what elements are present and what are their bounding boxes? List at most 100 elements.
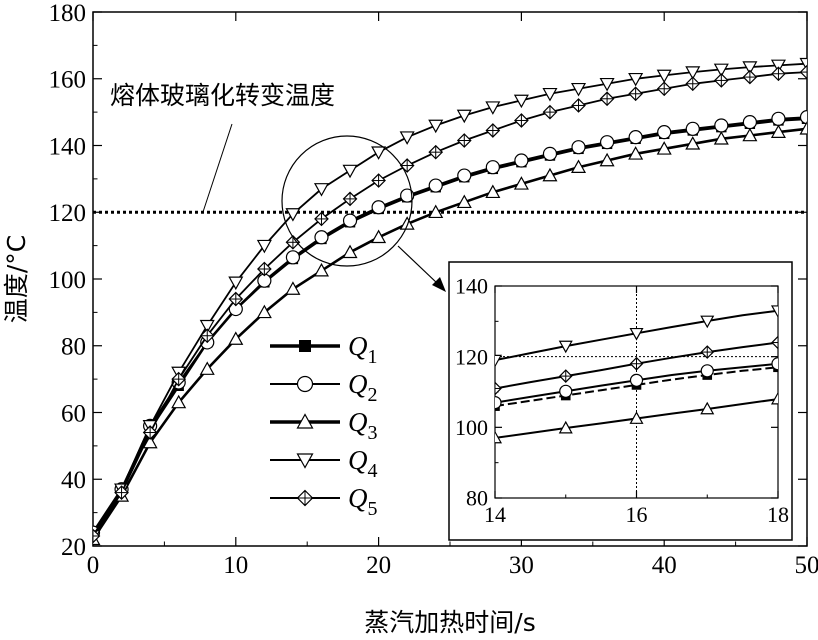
inset-point-q2 bbox=[771, 357, 778, 371]
main-point-q3 bbox=[513, 176, 529, 190]
main-x-tick-label: 50 bbox=[795, 552, 818, 579]
marker-shape bbox=[656, 141, 672, 155]
main-point-q4 bbox=[199, 319, 215, 334]
main-point-q4 bbox=[342, 164, 358, 179]
marker-shape bbox=[558, 340, 573, 354]
marker-shape bbox=[700, 401, 715, 415]
main-point-q4 bbox=[628, 72, 644, 87]
inset-point-q2 bbox=[700, 364, 714, 378]
main-point-q3 bbox=[742, 127, 758, 142]
main-x-tick-label: 20 bbox=[366, 552, 391, 579]
marker-shape bbox=[285, 208, 301, 222]
main-point-q5 bbox=[371, 173, 386, 188]
main-point-q4 bbox=[285, 208, 301, 222]
inset-point-q4 bbox=[495, 354, 503, 368]
x-axis-title: 蒸汽加热时间/s bbox=[364, 608, 535, 637]
main-point-q4 bbox=[313, 183, 329, 197]
main-y-tick-label: 40 bbox=[61, 467, 86, 494]
main-point-q3 bbox=[371, 229, 387, 244]
inset-y-tick-label: 80 bbox=[466, 486, 488, 511]
inset-point-q4 bbox=[770, 305, 778, 318]
marker-shape bbox=[313, 183, 329, 197]
main-point-q2 bbox=[314, 230, 329, 245]
main-point-q5 bbox=[314, 211, 329, 227]
inset-point-q2 bbox=[559, 384, 573, 398]
marker-shape bbox=[495, 354, 503, 368]
main-point-q2 bbox=[400, 188, 415, 203]
marker-shape bbox=[571, 140, 586, 155]
inset-point-q3 bbox=[558, 420, 573, 434]
legend-marker bbox=[299, 340, 311, 352]
main-line-q4 bbox=[93, 62, 807, 537]
inset-x-tick-label: 18 bbox=[767, 502, 789, 527]
marker-shape bbox=[199, 361, 215, 375]
zoom-circle bbox=[281, 135, 413, 267]
marker-shape bbox=[371, 146, 387, 160]
main-series-q3 bbox=[93, 121, 807, 546]
legend-item-q4: Q4 bbox=[270, 445, 378, 482]
main-point-q4 bbox=[770, 59, 786, 74]
main-point-q5 bbox=[342, 191, 358, 207]
marker-shape bbox=[628, 130, 643, 145]
main-point-q5 bbox=[93, 528, 101, 544]
main-point-q3 bbox=[199, 361, 215, 375]
main-point-q5 bbox=[199, 328, 215, 344]
marker-shape bbox=[742, 61, 758, 75]
main-y-tick-label: 100 bbox=[49, 267, 87, 294]
marker-shape bbox=[296, 453, 314, 469]
main-point-q5 bbox=[542, 104, 558, 120]
main-point-q2 bbox=[428, 178, 443, 193]
marker-shape bbox=[342, 244, 358, 259]
marker-shape bbox=[400, 188, 415, 203]
marker-shape bbox=[171, 394, 187, 409]
main-point-q4 bbox=[513, 94, 529, 109]
marker-shape bbox=[685, 66, 701, 80]
main-point-q5 bbox=[628, 86, 643, 102]
main-x-tick-label: 10 bbox=[223, 552, 248, 579]
marker-shape bbox=[713, 131, 729, 145]
main-point-q3 bbox=[656, 141, 672, 155]
marker-shape bbox=[771, 111, 786, 126]
marker-shape bbox=[542, 167, 558, 182]
marker-shape bbox=[599, 152, 615, 167]
main-point-q3 bbox=[599, 152, 615, 167]
marker-shape bbox=[770, 305, 778, 318]
inset-series-q3 bbox=[495, 391, 778, 444]
main-x-tick-label: 40 bbox=[652, 552, 677, 579]
main-x-tick-label: 0 bbox=[87, 552, 100, 579]
marker-shape bbox=[342, 164, 358, 179]
main-point-q3 bbox=[770, 124, 786, 138]
main-point-q4 bbox=[485, 101, 501, 115]
inset-point-q4 bbox=[558, 340, 573, 354]
main-point-q5 bbox=[428, 144, 444, 160]
marker-shape bbox=[770, 124, 786, 138]
inset-series-q5 bbox=[495, 335, 778, 396]
main-point-q4 bbox=[656, 69, 672, 84]
inset-point-q5 bbox=[629, 356, 644, 371]
marker-shape bbox=[199, 319, 215, 334]
marker-shape bbox=[742, 127, 758, 142]
marker-shape bbox=[599, 135, 615, 150]
marker-shape bbox=[142, 434, 158, 449]
main-y-tick-label: 60 bbox=[61, 400, 86, 427]
marker-shape bbox=[542, 87, 558, 102]
main-point-q5 bbox=[485, 123, 501, 138]
main-point-q5 bbox=[656, 81, 672, 97]
marker-shape bbox=[314, 230, 329, 245]
marker-shape bbox=[558, 420, 573, 434]
legend-item-q3: Q3 bbox=[270, 407, 378, 444]
inset-point-q2 bbox=[629, 373, 644, 387]
inset-point-q3 bbox=[495, 430, 503, 444]
inset-series-group bbox=[495, 305, 778, 444]
inset-axis-ticks: 14 16 18 80 100 120 140 bbox=[455, 274, 789, 527]
marker-shape bbox=[714, 118, 729, 133]
marker-shape bbox=[495, 430, 503, 444]
legend-item-q5: Q5 bbox=[270, 483, 378, 520]
main-point-q4 bbox=[456, 109, 472, 124]
main-point-q2 bbox=[285, 250, 301, 265]
main-axis-ticks: 0 10 20 30 40 50 20 40 60 80 100 120 140 160 180 bbox=[49, 0, 818, 579]
marker-shape bbox=[599, 77, 615, 92]
inset-point-q4 bbox=[629, 327, 644, 341]
marker-shape bbox=[495, 396, 502, 410]
main-point-q2 bbox=[371, 200, 386, 215]
